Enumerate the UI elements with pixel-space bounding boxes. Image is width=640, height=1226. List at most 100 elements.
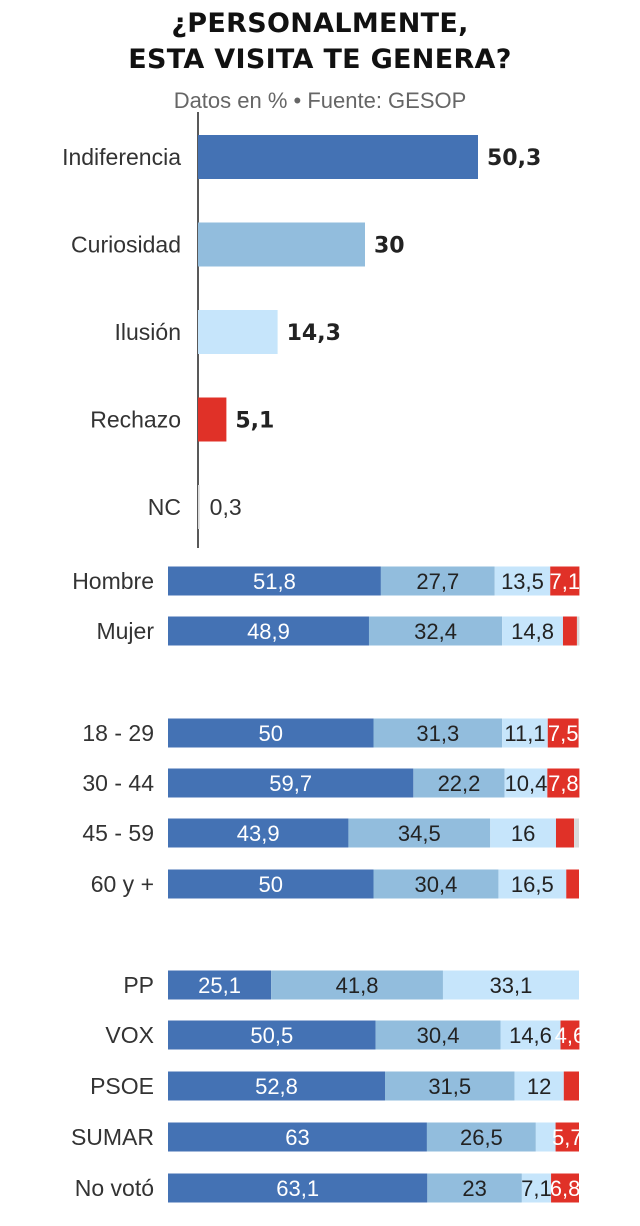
segment-hombre-ilusion [494, 566, 551, 596]
segment-psoe-ilusion [514, 1071, 564, 1101]
segment-psoe-indiferencia [168, 1071, 386, 1101]
segment-label-no-voto-rechazo: 6,8 [550, 1176, 581, 1201]
segment-label-hombre-ilusion: 13,5 [501, 569, 544, 594]
segment-label-mujer-curiosidad: 32,4 [414, 619, 457, 644]
segment-label-vox-curiosidad: 30,4 [417, 1023, 460, 1048]
segment-label-psoe-ilusion: 12 [527, 1074, 551, 1099]
segment-45-59-indiferencia [168, 818, 349, 848]
category-label-ilusion: Ilusión [115, 319, 181, 345]
segment-vox-curiosidad [375, 1020, 501, 1050]
segment-label-18-29-rechazo: 7,5 [548, 721, 579, 746]
segment-psoe-curiosidad [385, 1071, 515, 1101]
segment-label-pp-indiferencia: 25,1 [198, 973, 241, 998]
segment-label-60-y-ilusion: 16,5 [511, 872, 554, 897]
segment-label-45-59-ilusion: 16 [511, 821, 535, 846]
segment-18-29-rechazo [547, 718, 579, 748]
row-label-hombre: Hombre [72, 568, 154, 594]
segment-label-pp-curiosidad: 41,8 [336, 973, 379, 998]
segment-label-vox-rechazo: 4,6 [555, 1023, 586, 1048]
segment-label-30-44-ilusion: 10,4 [505, 771, 548, 796]
chart-title-line-2: ESTA VISITA TE GENERA? [128, 44, 512, 75]
segment-30-44-ilusion [504, 768, 548, 798]
segment-vox-indiferencia [168, 1020, 376, 1050]
row-label-no-voto: No votó [75, 1175, 154, 1201]
segment-label-pp-ilusion: 33,1 [490, 973, 533, 998]
segment-label-mujer-ilusion: 14,8 [511, 619, 554, 644]
segment-60-y-curiosidad [373, 869, 499, 899]
segment-vox-ilusion [500, 1020, 561, 1050]
segment-pp-ilusion [442, 970, 579, 1000]
segment-18-29-indiferencia [168, 718, 374, 748]
chart-title-line-1: ¿PERSONALMENTE, [171, 8, 469, 39]
segment-sumar-curiosidad [426, 1122, 536, 1152]
segment-no-voto-rechazo [551, 1173, 579, 1203]
segment-label-30-44-rechazo: 7,8 [548, 771, 579, 796]
bar-rechazo [198, 397, 227, 442]
segment-no-voto-indiferencia [168, 1173, 428, 1203]
segment-label-60-y-curiosidad: 30,4 [415, 872, 458, 897]
segment-sumar-rechazo [555, 1122, 579, 1152]
segment-no-voto-ilusion [521, 1173, 552, 1203]
segment-mujer-curiosidad [368, 616, 503, 646]
segment-label-psoe-curiosidad: 31,5 [428, 1074, 471, 1099]
row-label-18-29: 18 - 29 [82, 720, 154, 746]
row-label-vox: VOX [105, 1022, 154, 1048]
segment-30-44-curiosidad [413, 768, 505, 798]
row-label-30-44: 30 - 44 [82, 770, 154, 796]
segment-45-59-rechazo [555, 818, 575, 848]
segment-pp-curiosidad [271, 970, 443, 1000]
value-label-indiferencia: 50,3 [487, 146, 541, 171]
row-label-psoe: PSOE [90, 1073, 154, 1099]
bar-indiferencia [198, 135, 478, 179]
segment-label-psoe-indiferencia: 52,8 [255, 1074, 298, 1099]
segment-60-y-rechazo [566, 869, 579, 899]
row-label-mujer: Mujer [96, 618, 154, 644]
segment-mujer-nc [576, 616, 580, 646]
row-label-sumar: SUMAR [71, 1124, 154, 1150]
segment-no-voto-curiosidad [427, 1173, 522, 1203]
value-label-ilusion: 14,3 [287, 321, 341, 346]
segment-label-hombre-rechazo: 7,1 [550, 569, 581, 594]
segment-60-y-indiferencia [168, 869, 374, 899]
segment-hombre-curiosidad [380, 566, 495, 596]
segment-label-vox-ilusion: 14,6 [509, 1023, 552, 1048]
segment-label-45-59-curiosidad: 34,5 [398, 821, 441, 846]
segment-label-vox-indiferencia: 50,5 [250, 1023, 293, 1048]
row-label-45-59: 45 - 59 [82, 820, 154, 846]
segment-psoe-rechazo [563, 1071, 579, 1101]
segment-vox-rechazo [560, 1020, 580, 1050]
segment-label-30-44-curiosidad: 22,2 [438, 771, 481, 796]
segment-45-59-nc [574, 818, 579, 848]
segment-sumar-ilusion [535, 1122, 556, 1152]
value-label-nc: 0,3 [210, 494, 242, 520]
segment-label-no-voto-indiferencia: 63,1 [276, 1176, 319, 1201]
segment-label-hombre-indiferencia: 51,8 [253, 569, 296, 594]
segment-label-no-voto-ilusion: 7,1 [521, 1176, 552, 1201]
segment-sumar-indiferencia [168, 1122, 427, 1152]
bar-curiosidad [198, 222, 365, 267]
chart-subtitle: Datos en % • Fuente: GESOP [173, 88, 467, 113]
segment-label-18-29-indiferencia: 50 [259, 721, 283, 746]
segment-pp-indiferencia [168, 970, 272, 1000]
segment-label-30-44-indiferencia: 59,7 [269, 771, 312, 796]
segment-label-hombre-curiosidad: 27,7 [416, 569, 459, 594]
segment-mujer-rechazo [562, 616, 577, 646]
row-label-60-y: 60 y + [91, 871, 154, 897]
segment-30-44-indiferencia [168, 768, 414, 798]
bar-nc [198, 485, 200, 529]
segment-label-sumar-rechazo: 5,7 [552, 1125, 583, 1150]
category-label-rechazo: Rechazo [90, 407, 181, 433]
segment-45-59-curiosidad [348, 818, 491, 848]
bar-ilusion [198, 310, 278, 354]
segment-label-18-29-curiosidad: 31,3 [416, 721, 459, 746]
segment-hombre-rechazo [550, 566, 580, 596]
segment-60-y-ilusion [498, 869, 567, 899]
row-label-pp: PP [123, 972, 154, 998]
segment-mujer-ilusion [502, 616, 563, 646]
segment-label-mujer-indiferencia: 48,9 [247, 619, 290, 644]
category-label-indiferencia: Indiferencia [62, 144, 181, 170]
segment-18-29-curiosidad [373, 718, 503, 748]
value-label-curiosidad: 30 [374, 234, 405, 259]
segment-45-59-ilusion [490, 818, 556, 848]
